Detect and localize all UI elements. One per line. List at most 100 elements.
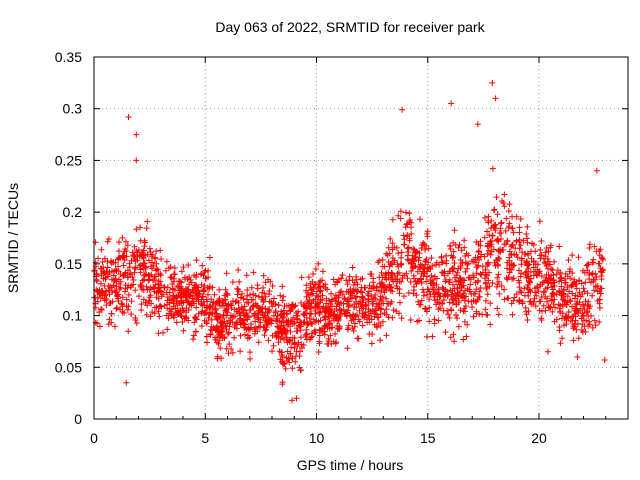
data-point — [516, 284, 523, 291]
data-point — [562, 313, 569, 320]
data-point — [132, 287, 139, 294]
data-point — [451, 259, 458, 266]
data-point — [179, 307, 186, 314]
data-point — [454, 285, 461, 292]
data-point — [476, 256, 483, 263]
data-point — [383, 332, 390, 339]
data-point — [504, 259, 511, 266]
data-point — [131, 265, 138, 272]
data-point — [249, 303, 256, 310]
data-point — [571, 321, 578, 328]
data-point — [204, 339, 211, 346]
data-point — [256, 307, 263, 314]
data-point — [495, 271, 502, 278]
data-point — [259, 289, 266, 296]
data-point — [459, 292, 466, 299]
data-point — [260, 323, 267, 330]
data-point — [144, 302, 151, 309]
data-point — [285, 317, 292, 324]
data-point — [121, 288, 128, 295]
data-point — [287, 307, 294, 314]
data-point — [387, 235, 394, 242]
data-point — [378, 305, 385, 312]
data-point — [484, 311, 491, 318]
data-point — [156, 287, 163, 294]
data-point — [237, 294, 244, 301]
data-point — [438, 253, 445, 260]
x-tick-label: 20 — [531, 430, 547, 446]
data-point — [390, 307, 397, 314]
data-point — [455, 323, 462, 330]
data-point — [137, 237, 144, 244]
data-point — [309, 320, 316, 327]
data-point — [112, 275, 119, 282]
data-point — [350, 282, 357, 289]
data-point — [254, 285, 261, 292]
data-point — [326, 297, 333, 304]
data-point — [225, 302, 232, 309]
data-point — [597, 246, 604, 253]
data-point — [242, 312, 249, 319]
data-point — [508, 243, 515, 250]
data-point — [292, 358, 299, 365]
data-point — [506, 201, 513, 208]
data-point — [422, 257, 429, 264]
data-point — [473, 264, 480, 271]
data-point — [341, 296, 348, 303]
data-point — [327, 290, 334, 297]
data-point — [373, 284, 380, 291]
data-point — [153, 260, 160, 267]
data-point — [225, 350, 232, 357]
data-point — [496, 256, 503, 263]
data-point — [461, 237, 468, 244]
data-point — [245, 332, 252, 339]
data-point — [451, 227, 458, 234]
data-point — [117, 271, 124, 278]
data-point — [482, 280, 489, 287]
data-point — [519, 300, 526, 307]
data-point — [550, 289, 557, 296]
data-point — [524, 235, 531, 242]
y-axis-label: SRMTID / TECUs — [5, 183, 21, 293]
data-point — [453, 278, 460, 285]
data-point — [206, 254, 213, 261]
data-point — [424, 228, 431, 235]
data-point — [241, 303, 248, 310]
data-point — [133, 226, 140, 233]
data-point — [246, 326, 253, 333]
data-point — [299, 345, 306, 352]
data-point — [505, 274, 512, 281]
data-point — [270, 299, 277, 306]
data-point — [182, 285, 189, 292]
data-point — [446, 314, 453, 321]
data-point — [495, 254, 502, 261]
data-point — [116, 239, 123, 246]
data-point — [225, 329, 232, 336]
data-point — [283, 310, 290, 317]
data-point — [155, 295, 162, 302]
data-point — [113, 268, 120, 275]
data-point — [395, 263, 402, 270]
data-point — [237, 348, 244, 355]
data-point — [487, 251, 494, 258]
data-point — [529, 240, 536, 247]
data-point — [163, 258, 170, 265]
data-point — [348, 317, 355, 324]
data-point — [97, 280, 104, 287]
data-point — [205, 291, 212, 298]
data-point — [127, 270, 134, 277]
data-point — [185, 262, 192, 269]
data-point — [116, 280, 123, 287]
data-point — [545, 258, 552, 265]
data-point — [387, 261, 394, 268]
data-point — [401, 272, 408, 279]
data-point — [506, 220, 513, 227]
data-point — [450, 248, 457, 255]
data-point — [133, 320, 140, 327]
data-point — [153, 267, 160, 274]
data-point — [439, 259, 446, 266]
data-point — [201, 282, 208, 289]
data-point — [494, 211, 501, 218]
data-point — [277, 335, 284, 342]
data-point — [483, 285, 490, 292]
